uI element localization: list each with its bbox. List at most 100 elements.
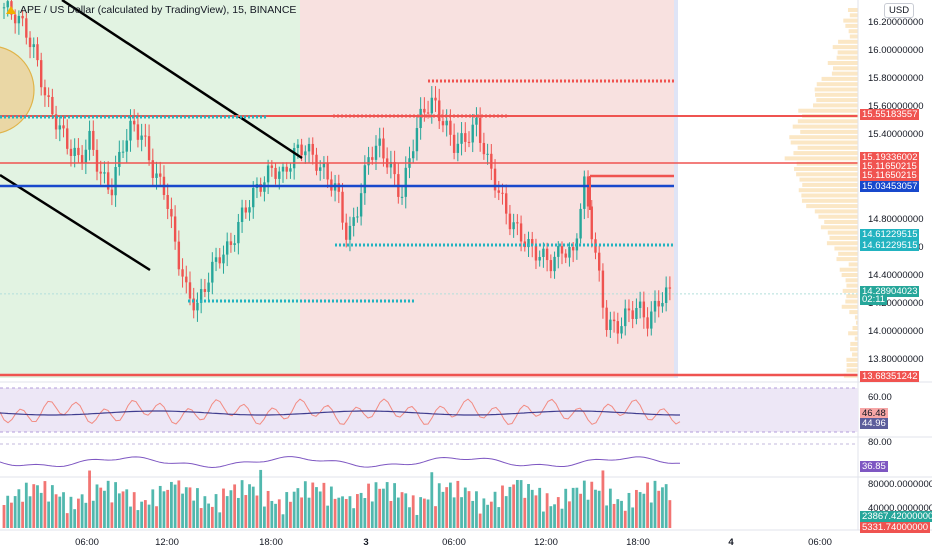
candle-body [297,145,299,148]
volume-bar [434,506,437,528]
candle-body [219,257,221,263]
volume-profile-bar [806,204,858,208]
volume-profile-bar [799,178,858,182]
volume-bar [549,506,552,528]
candle-body [345,223,347,240]
candle-body [650,312,652,329]
volume-bar [73,509,76,528]
volume-bar [10,503,13,528]
candle-body [542,249,544,257]
volume-bar [412,495,415,528]
volume-bar [3,505,6,528]
volume-bar [237,498,240,528]
volume-bar [661,487,664,528]
candle-body [96,150,98,172]
volume-profile-bar [842,273,858,277]
volume-profile-bar [801,194,858,198]
volume-bar [482,498,485,528]
volume-profile-bar [850,347,858,351]
candle-body [352,217,354,226]
volume-bar [289,502,292,528]
candle-body [237,222,239,243]
volume-bar [613,504,616,528]
candle-body [591,206,593,239]
candle-body [226,241,228,254]
candle-body [379,139,381,146]
volume-bar [378,489,381,528]
candle-body [196,303,198,310]
vol-tag: 5331.74000000 [860,522,930,533]
volume-profile-bar [799,188,858,192]
candle-body [304,151,306,155]
volume-profile-bar [833,66,858,70]
volume-bar [668,500,671,528]
volume-profile-bar [847,363,858,367]
candle-body [486,154,488,155]
price-axis-label: 16.20000000 [868,17,923,28]
volume-profile-bar [802,199,858,203]
candle-body [267,166,269,183]
candle-body [274,168,276,179]
volume-bar [523,498,526,528]
volume-bar [274,504,277,528]
volume-bar [77,499,80,528]
volume-bar [568,501,571,528]
volume-profile-bar [800,130,858,134]
volume-bar [356,494,359,528]
volume-profile-bar [813,103,858,107]
volume-profile-bar [822,77,858,81]
volume-bar [181,494,184,528]
candle-body [166,195,168,209]
volume-profile-bar [850,13,858,17]
time-axis-label: 06:00 [808,537,832,548]
volume-bar [401,492,404,528]
volume-bar [334,499,337,528]
volume-bar [282,514,285,528]
volume-profile-bar [785,156,858,160]
volume-bar [639,492,642,528]
candle-body [230,241,232,245]
candle-body [207,283,209,292]
candle-body [170,209,172,216]
volume-profile-bar [838,40,858,44]
volume-bar [118,493,121,528]
candle-body [669,287,671,288]
volume-bar [505,496,508,528]
candle-body [25,18,27,37]
candle-body [36,44,38,60]
volume-bar [51,485,54,528]
volume-bar [58,497,61,528]
candle-body [631,310,633,319]
volume-bar [88,471,91,528]
candle-body [453,135,455,153]
volume-bar [330,487,333,528]
candle-body [382,139,384,159]
volume-bar [646,483,649,528]
volume-bar [200,508,203,528]
candle-body [445,121,447,126]
volume-bar [151,489,154,528]
currency-badge[interactable]: USD [884,3,914,18]
volume-profile-bar [802,183,858,187]
price-axis-label: 16.00000000 [868,45,923,56]
volume-bar [107,481,110,528]
price-tag: 14.61229515 [860,240,919,251]
volume-bar [631,507,634,528]
volume-bar [620,501,623,528]
candle-body [434,98,436,101]
candle-body [114,167,116,195]
volume-bar [29,496,32,528]
volume-profile-bar [845,300,858,304]
candle-body [70,149,72,156]
volume-bar [527,484,530,528]
candle-body [572,247,574,250]
candle-body [100,172,102,174]
volume-bar [285,492,288,528]
candle-body [509,214,511,230]
volume-bar [572,488,575,528]
volume-bar [438,483,441,528]
candle-body [602,271,604,308]
candle-body [129,121,131,141]
